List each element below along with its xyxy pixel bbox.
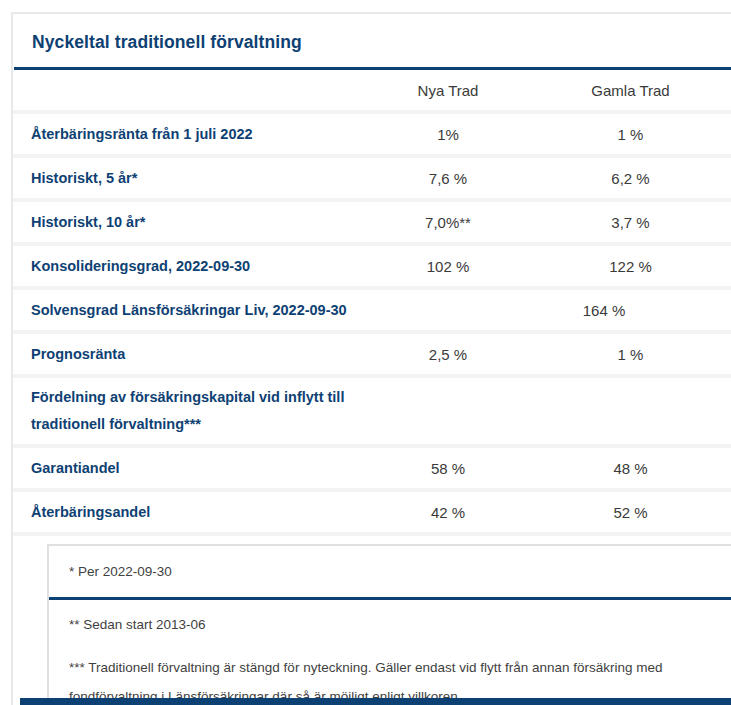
footnote-sedan-start: ** Sedan start 2013-06 (69, 615, 716, 635)
value-gamla: 6,2 % (530, 170, 731, 187)
value-gamla: 48 % (530, 460, 731, 477)
row-label: Prognosränta (31, 341, 366, 368)
value-gamla: 122 % (530, 258, 731, 275)
row-label: Solvensgrad Länsförsäkringar Liv, 2022-0… (31, 297, 366, 324)
value-nya: 42 % (366, 504, 530, 521)
value-gamla: 3,7 % (530, 214, 731, 231)
table-row: Historiskt, 10 år* 7,0%** 3,7 % (13, 202, 731, 246)
footnote-section-2: ** Sedan start 2013-06 *** Traditionell … (49, 600, 731, 705)
row-label: Garantiandel (31, 455, 366, 482)
footnote-section-1: * Per 2022-09-30 (49, 546, 731, 597)
page-title: Nyckeltal traditionell förvaltning (31, 26, 731, 53)
table-row: Återbäringsränta från 1 juli 2022 1% 1 % (13, 114, 731, 158)
table-row-section-heading: Fördelning av försäkringskapital vid inf… (13, 378, 731, 448)
table-row: Prognosränta 2,5 % 1 % (13, 334, 731, 378)
row-label: Återbäringsränta från 1 juli 2022 (31, 121, 366, 148)
value-nya: 58 % (366, 460, 530, 477)
page: Nyckeltal traditionell förvaltning Nya T… (0, 0, 731, 705)
table-row: Garantiandel 58 % 48 % (13, 448, 731, 492)
value-nya: 7,0%** (366, 214, 530, 231)
table-row: Återbäringsandel 42 % 52 % (13, 492, 731, 536)
column-header-gamla-trad: Gamla Trad (530, 82, 731, 99)
content-card: Nyckeltal traditionell förvaltning Nya T… (11, 12, 731, 705)
value-nya: 102 % (366, 258, 530, 275)
row-label: Fördelning av försäkringskapital vid inf… (31, 384, 366, 438)
value-nya: 2,5 % (366, 346, 530, 363)
value-gamla: 52 % (530, 504, 731, 521)
value-spanning: 164 % (476, 302, 731, 319)
value-nya: 7,6 % (366, 170, 530, 187)
value-gamla: 1 % (530, 346, 731, 363)
next-section-rule (20, 698, 731, 705)
value-gamla: 1 % (530, 126, 731, 143)
table-header-row: Nya Trad Gamla Trad (13, 70, 731, 114)
keyfigures-table: Nya Trad Gamla Trad Återbäringsränta frå… (13, 70, 731, 536)
column-header-nya-trad: Nya Trad (366, 82, 530, 99)
row-label: Historiskt, 10 år* (31, 209, 366, 236)
table-row: Konsolideringsgrad, 2022-09-30 102 % 122… (13, 246, 731, 290)
footnotes-box: * Per 2022-09-30 ** Sedan start 2013-06 … (47, 544, 731, 705)
value-nya: 1% (366, 126, 530, 143)
table-row-solvensgrad: Solvensgrad Länsförsäkringar Liv, 2022-0… (13, 290, 731, 334)
row-label: Konsolideringsgrad, 2022-09-30 (31, 253, 366, 280)
row-label: Återbäringsandel (31, 499, 366, 526)
table-row: Historiskt, 5 år* 7,6 % 6,2 % (13, 158, 731, 202)
row-label: Historiskt, 5 år* (31, 165, 366, 192)
footnote-per-date: * Per 2022-09-30 (69, 562, 716, 582)
